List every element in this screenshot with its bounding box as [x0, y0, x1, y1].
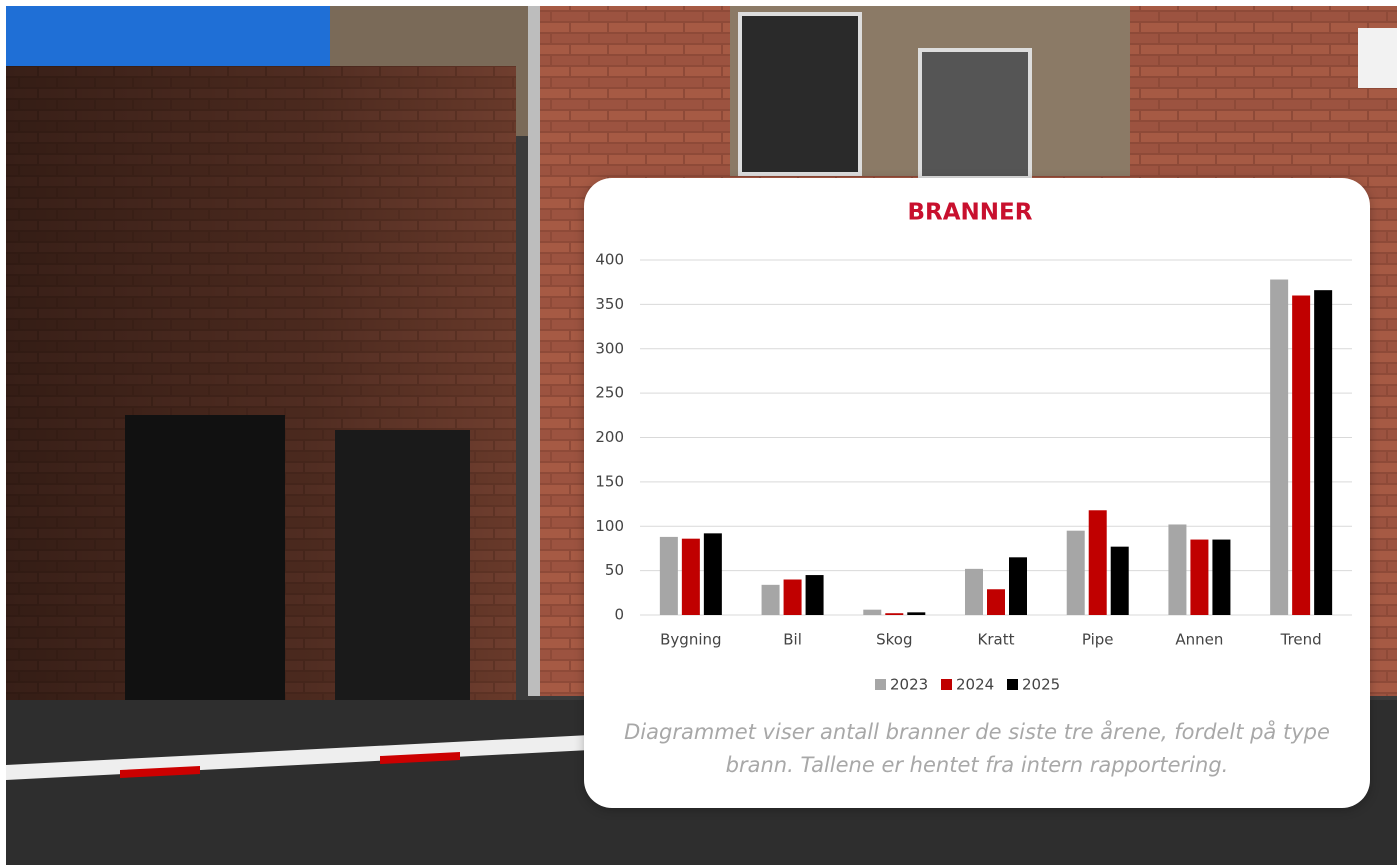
legend-label: 2025: [1022, 676, 1060, 694]
y-tick-label: 0: [614, 606, 624, 624]
y-tick-label: 250: [595, 384, 624, 402]
bar: [885, 613, 904, 615]
y-tick-label: 400: [595, 251, 624, 269]
legend-label: 2024: [956, 676, 994, 694]
x-tick-label: Pipe: [1082, 631, 1114, 649]
bar: [1212, 539, 1231, 615]
chart: BRANNER 0 50 100 150 200 250 300 350 400 Bygning B…: [595, 200, 1352, 694]
x-tick-label: Bil: [783, 631, 802, 649]
x-tick-label: Trend: [1280, 631, 1322, 649]
legend-swatch: [1007, 679, 1018, 690]
bar: [761, 584, 780, 615]
legend-swatch: [941, 679, 952, 690]
bar: [1088, 510, 1107, 615]
bar: [1168, 524, 1187, 615]
y-tick-label: 200: [595, 428, 624, 446]
bar: [1066, 530, 1085, 615]
x-tick-label: Skog: [876, 631, 912, 649]
x-tick-label: Annen: [1175, 631, 1223, 649]
y-tick-label: 50: [605, 561, 624, 579]
legend-swatch: [875, 679, 886, 690]
bar: [1110, 546, 1129, 615]
bar: [907, 612, 926, 615]
x-tick-label: Kratt: [978, 631, 1015, 649]
bar: [863, 609, 882, 615]
y-tick-label: 150: [595, 472, 624, 490]
caption: Diagrammet viser antall branner de siste…: [624, 720, 1330, 777]
bar: [1009, 557, 1027, 615]
bar: [1270, 279, 1289, 615]
legend-label: 2023: [890, 676, 928, 694]
y-tick-label: 300: [595, 339, 624, 357]
bar: [1314, 290, 1333, 615]
bar: [681, 538, 700, 615]
bar: [703, 533, 722, 615]
y-tick-label: 100: [595, 517, 624, 535]
bar: [987, 589, 1005, 615]
x-tick-label: Bygning: [660, 631, 721, 649]
bar: [1292, 295, 1311, 615]
chart-title: BRANNER: [908, 200, 1033, 226]
bar: [805, 575, 824, 615]
bar: [783, 579, 802, 615]
chart-card: BRANNER 0 50 100 150 200 250 300 350 400 Bygning B…: [584, 178, 1370, 808]
bar: [659, 536, 678, 615]
y-tick-label: 350: [595, 295, 624, 313]
bar: [1190, 539, 1209, 615]
bar: [965, 568, 983, 615]
